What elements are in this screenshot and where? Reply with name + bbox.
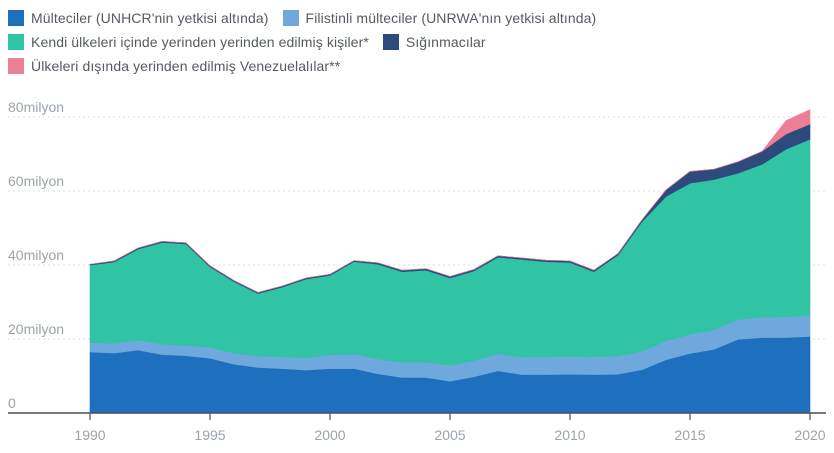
legend-item-unhcr: Mülteciler (UNHCR'nin yetkisi altında) — [8, 10, 269, 26]
legend-row: Kendi ülkeleri içinde yerinden yerinden … — [8, 30, 828, 54]
y-tick-label: 80milyon — [8, 99, 64, 115]
x-axis — [8, 412, 826, 420]
legend-item-asylum: Sığınmacılar — [382, 34, 486, 50]
legend-label: Ülkeleri dışında yerinden edilmiş Venezu… — [31, 58, 341, 74]
x-tick-label: 2020 — [794, 427, 825, 443]
area-venezuela — [89, 109, 811, 293]
x-tick-label: 2000 — [314, 427, 345, 443]
legend-swatch-venezuela — [8, 58, 24, 74]
legend-label: Filistinli mülteciler (UNRWA'nın yetkisi… — [305, 10, 597, 26]
legend-item-unrwa: Filistinli mülteciler (UNRWA'nın yetkisi… — [282, 10, 597, 26]
legend: Mülteciler (UNHCR'nin yetkisi altında) Fi… — [8, 6, 828, 78]
legend-label: Kendi ülkeleri içinde yerinden yerinden … — [31, 34, 369, 50]
stacked-areas — [89, 109, 811, 414]
legend-swatch-idp — [8, 34, 24, 50]
legend-item-idp: Kendi ülkeleri içinde yerinden yerinden … — [8, 34, 369, 50]
y-tick-label: 0 — [8, 395, 16, 411]
y-tick-label: 40milyon — [8, 247, 64, 263]
legend-label: Sığınmacılar — [405, 34, 486, 50]
legend-row: Ülkeleri dışında yerinden edilmiş Venezu… — [8, 54, 828, 78]
legend-swatch-unhcr — [8, 10, 24, 26]
x-tick-label: 1990 — [74, 427, 105, 443]
y-tick-label: 20milyon — [8, 321, 64, 337]
x-tick-label: 2010 — [554, 427, 585, 443]
x-tick-label: 2005 — [434, 427, 465, 443]
x-axis-labels: 1990 1995 2000 2005 2010 2015 2020 — [74, 427, 825, 443]
x-tick-label: 2015 — [674, 427, 705, 443]
legend-swatch-asylum — [382, 34, 399, 50]
x-tick-label: 1995 — [194, 427, 225, 443]
legend-row: Mülteciler (UNHCR'nin yetkisi altında) Fi… — [8, 6, 828, 30]
legend-item-venezuela: Ülkeleri dışında yerinden edilmiş Venezu… — [8, 58, 340, 74]
y-tick-label: 60milyon — [8, 173, 64, 189]
legend-swatch-unrwa — [282, 10, 299, 26]
y-axis-labels: 0 20milyon 40milyon 60milyon 80milyon — [8, 99, 64, 411]
legend-label: Mülteciler (UNHCR'nin yetkisi altında) — [31, 10, 269, 26]
